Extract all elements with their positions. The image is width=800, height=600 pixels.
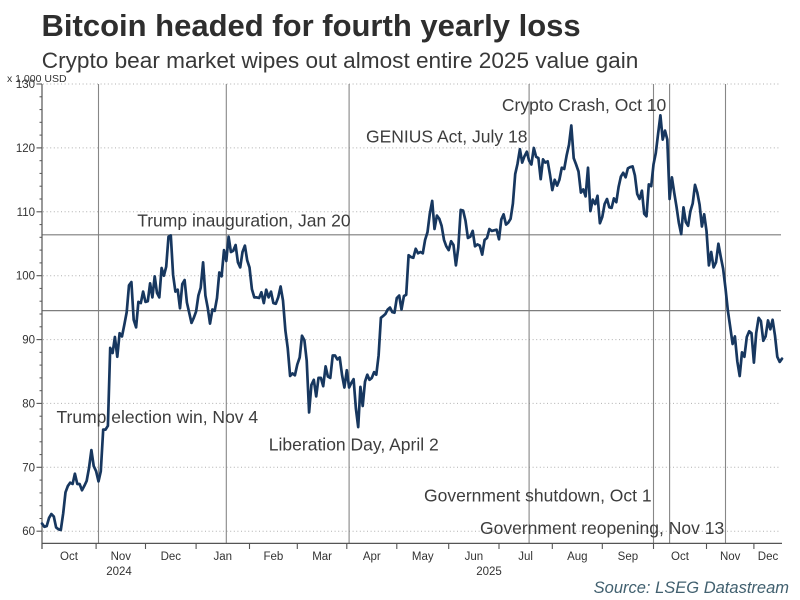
svg-text:Aug: Aug xyxy=(567,551,587,563)
svg-text:90: 90 xyxy=(22,335,35,347)
svg-text:2025: 2025 xyxy=(476,566,502,578)
svg-text:Source: LSEG Datastream: Source: LSEG Datastream xyxy=(594,579,789,597)
svg-text:Feb: Feb xyxy=(263,551,283,563)
svg-text:May: May xyxy=(412,551,434,563)
svg-text:x 1,000 USD: x 1,000 USD xyxy=(7,73,67,85)
svg-text:Dec: Dec xyxy=(758,551,779,563)
svg-text:Jan: Jan xyxy=(214,551,233,563)
svg-text:100: 100 xyxy=(16,271,35,283)
svg-text:Apr: Apr xyxy=(363,551,381,563)
svg-text:Jun: Jun xyxy=(465,551,484,563)
svg-text:GENIUS Act, July 18: GENIUS Act, July 18 xyxy=(366,126,527,146)
svg-text:Nov: Nov xyxy=(720,551,741,563)
svg-text:130: 130 xyxy=(16,79,35,91)
svg-text:Mar: Mar xyxy=(312,551,332,563)
svg-text:Jul: Jul xyxy=(518,551,533,563)
svg-text:Trump election win, Nov 4: Trump election win, Nov 4 xyxy=(57,407,259,427)
svg-text:110: 110 xyxy=(17,207,35,219)
svg-text:Nov: Nov xyxy=(111,551,132,563)
svg-text:80: 80 xyxy=(22,398,35,410)
svg-text:70: 70 xyxy=(22,462,35,474)
svg-text:60: 60 xyxy=(22,526,35,538)
svg-text:120: 120 xyxy=(16,143,35,155)
svg-text:Trump inauguration, Jan 20: Trump inauguration, Jan 20 xyxy=(137,211,351,231)
svg-text:Oct: Oct xyxy=(671,551,690,563)
svg-text:Government shutdown, Oct 1: Government shutdown, Oct 1 xyxy=(424,486,652,506)
svg-text:Sep: Sep xyxy=(618,551,638,563)
svg-text:Crypto Crash, Oct 10: Crypto Crash, Oct 10 xyxy=(502,95,667,115)
svg-text:2024: 2024 xyxy=(106,566,132,578)
svg-text:Government reopening, Nov 13: Government reopening, Nov 13 xyxy=(480,518,724,538)
svg-text:Oct: Oct xyxy=(60,551,79,563)
svg-text:Dec: Dec xyxy=(161,551,182,563)
svg-text:Liberation Day, April 2: Liberation Day, April 2 xyxy=(269,435,439,455)
